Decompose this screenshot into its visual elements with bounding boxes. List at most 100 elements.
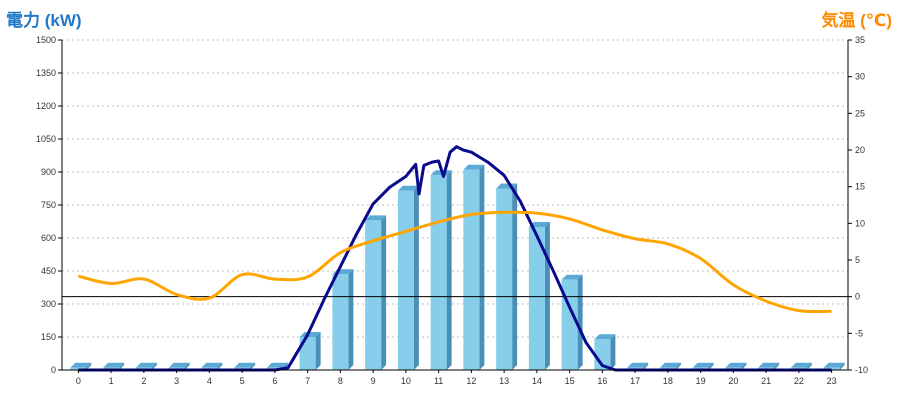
bar-top [790,362,812,368]
right-tick-label: -5 [855,328,863,338]
bar [528,227,545,370]
bar [823,367,840,370]
bar-top [692,362,714,368]
bar-top [528,222,550,227]
temperature-line [78,210,832,314]
x-tick-label: 21 [761,376,771,386]
right-tick-label: 10 [855,218,865,228]
bar [397,190,414,370]
bar-top [561,274,583,280]
left-tick-label: 1050 [36,134,56,144]
left-tick-label: 750 [41,200,56,210]
right-axis-title: 気温 (℃) [821,11,892,30]
bar-top [103,362,125,368]
bars [70,164,845,370]
bar-top [725,362,747,368]
bar-side [774,362,780,370]
x-tick-label: 18 [663,376,673,386]
lines [62,145,848,372]
bar-top [627,362,649,368]
bar-top [365,215,387,221]
bar-top [594,334,616,340]
bar-top [70,362,92,368]
bar-side [446,170,452,370]
x-tick-label: 12 [466,376,476,386]
bar [430,175,447,370]
x-tick-label: 14 [532,376,542,386]
right-tick-label: 5 [855,255,860,265]
bar [70,367,87,370]
bar-top [659,362,681,368]
bar [561,279,578,370]
bar-top [234,362,256,368]
x-tick-label: 9 [371,376,376,386]
labels: 01503004506007509001050120013501500-10-5… [36,35,868,386]
left-tick-label: 0 [51,365,56,375]
left-axis-title: 電力 (kW) [6,11,82,30]
bar-side [413,185,419,370]
right-tick-label: 35 [855,35,865,45]
bar-top [463,164,485,170]
x-tick-label: 4 [207,376,212,386]
x-tick-label: 7 [305,376,310,386]
bar [365,220,382,370]
right-tick-label: 20 [855,145,865,155]
bar [332,274,349,370]
right-tick-label: 30 [855,72,865,82]
x-tick-label: 16 [597,376,607,386]
x-tick-label: 1 [109,376,114,386]
x-tick-label: 17 [630,376,640,386]
right-tick-label: 25 [855,108,865,118]
x-tick-label: 0 [76,376,81,386]
bar-side [119,362,125,370]
bar-side [479,164,485,370]
bar-side [544,222,550,370]
x-tick-label: 3 [174,376,179,386]
bar-side [512,183,518,370]
x-tick-label: 10 [401,376,411,386]
x-tick-label: 6 [272,376,277,386]
bar [463,169,480,370]
bar-top [758,362,780,368]
bar-top [823,362,845,368]
x-tick-label: 11 [434,376,443,386]
x-tick-label: 20 [728,376,738,386]
bar-side [315,332,321,370]
bar-top [135,362,157,368]
bar-side [577,274,583,370]
bar-side [184,362,190,370]
grid [62,39,848,338]
bar-side [217,362,223,370]
bar [299,337,316,370]
x-tick-label: 2 [141,376,146,386]
x-tick-label: 23 [827,376,837,386]
bar-side [86,362,92,370]
left-tick-label: 1350 [36,68,56,78]
x-tick-label: 19 [696,376,706,386]
bar-top [201,362,223,368]
left-tick-label: 150 [41,332,56,342]
bar-side [643,362,649,370]
bar-side [741,362,747,370]
bar-top [299,332,321,337]
bar-top [266,362,288,368]
left-tick-label: 1500 [36,35,56,45]
axes [58,39,852,373]
bar-side [381,215,387,370]
left-tick-label: 900 [41,167,56,177]
x-tick-label: 15 [565,376,575,386]
bar-side [806,362,812,370]
left-tick-label: 450 [41,266,56,276]
bar-top [168,362,190,368]
x-tick-label: 22 [794,376,804,386]
bar-side [250,362,256,370]
x-tick-label: 5 [240,376,245,386]
right-tick-label: 0 [855,292,860,302]
bar-side [708,362,714,370]
left-tick-label: 300 [41,299,56,309]
right-tick-label: 15 [855,182,865,192]
bar-side [610,334,616,370]
bar-side [675,362,681,370]
bar-side [348,269,354,370]
